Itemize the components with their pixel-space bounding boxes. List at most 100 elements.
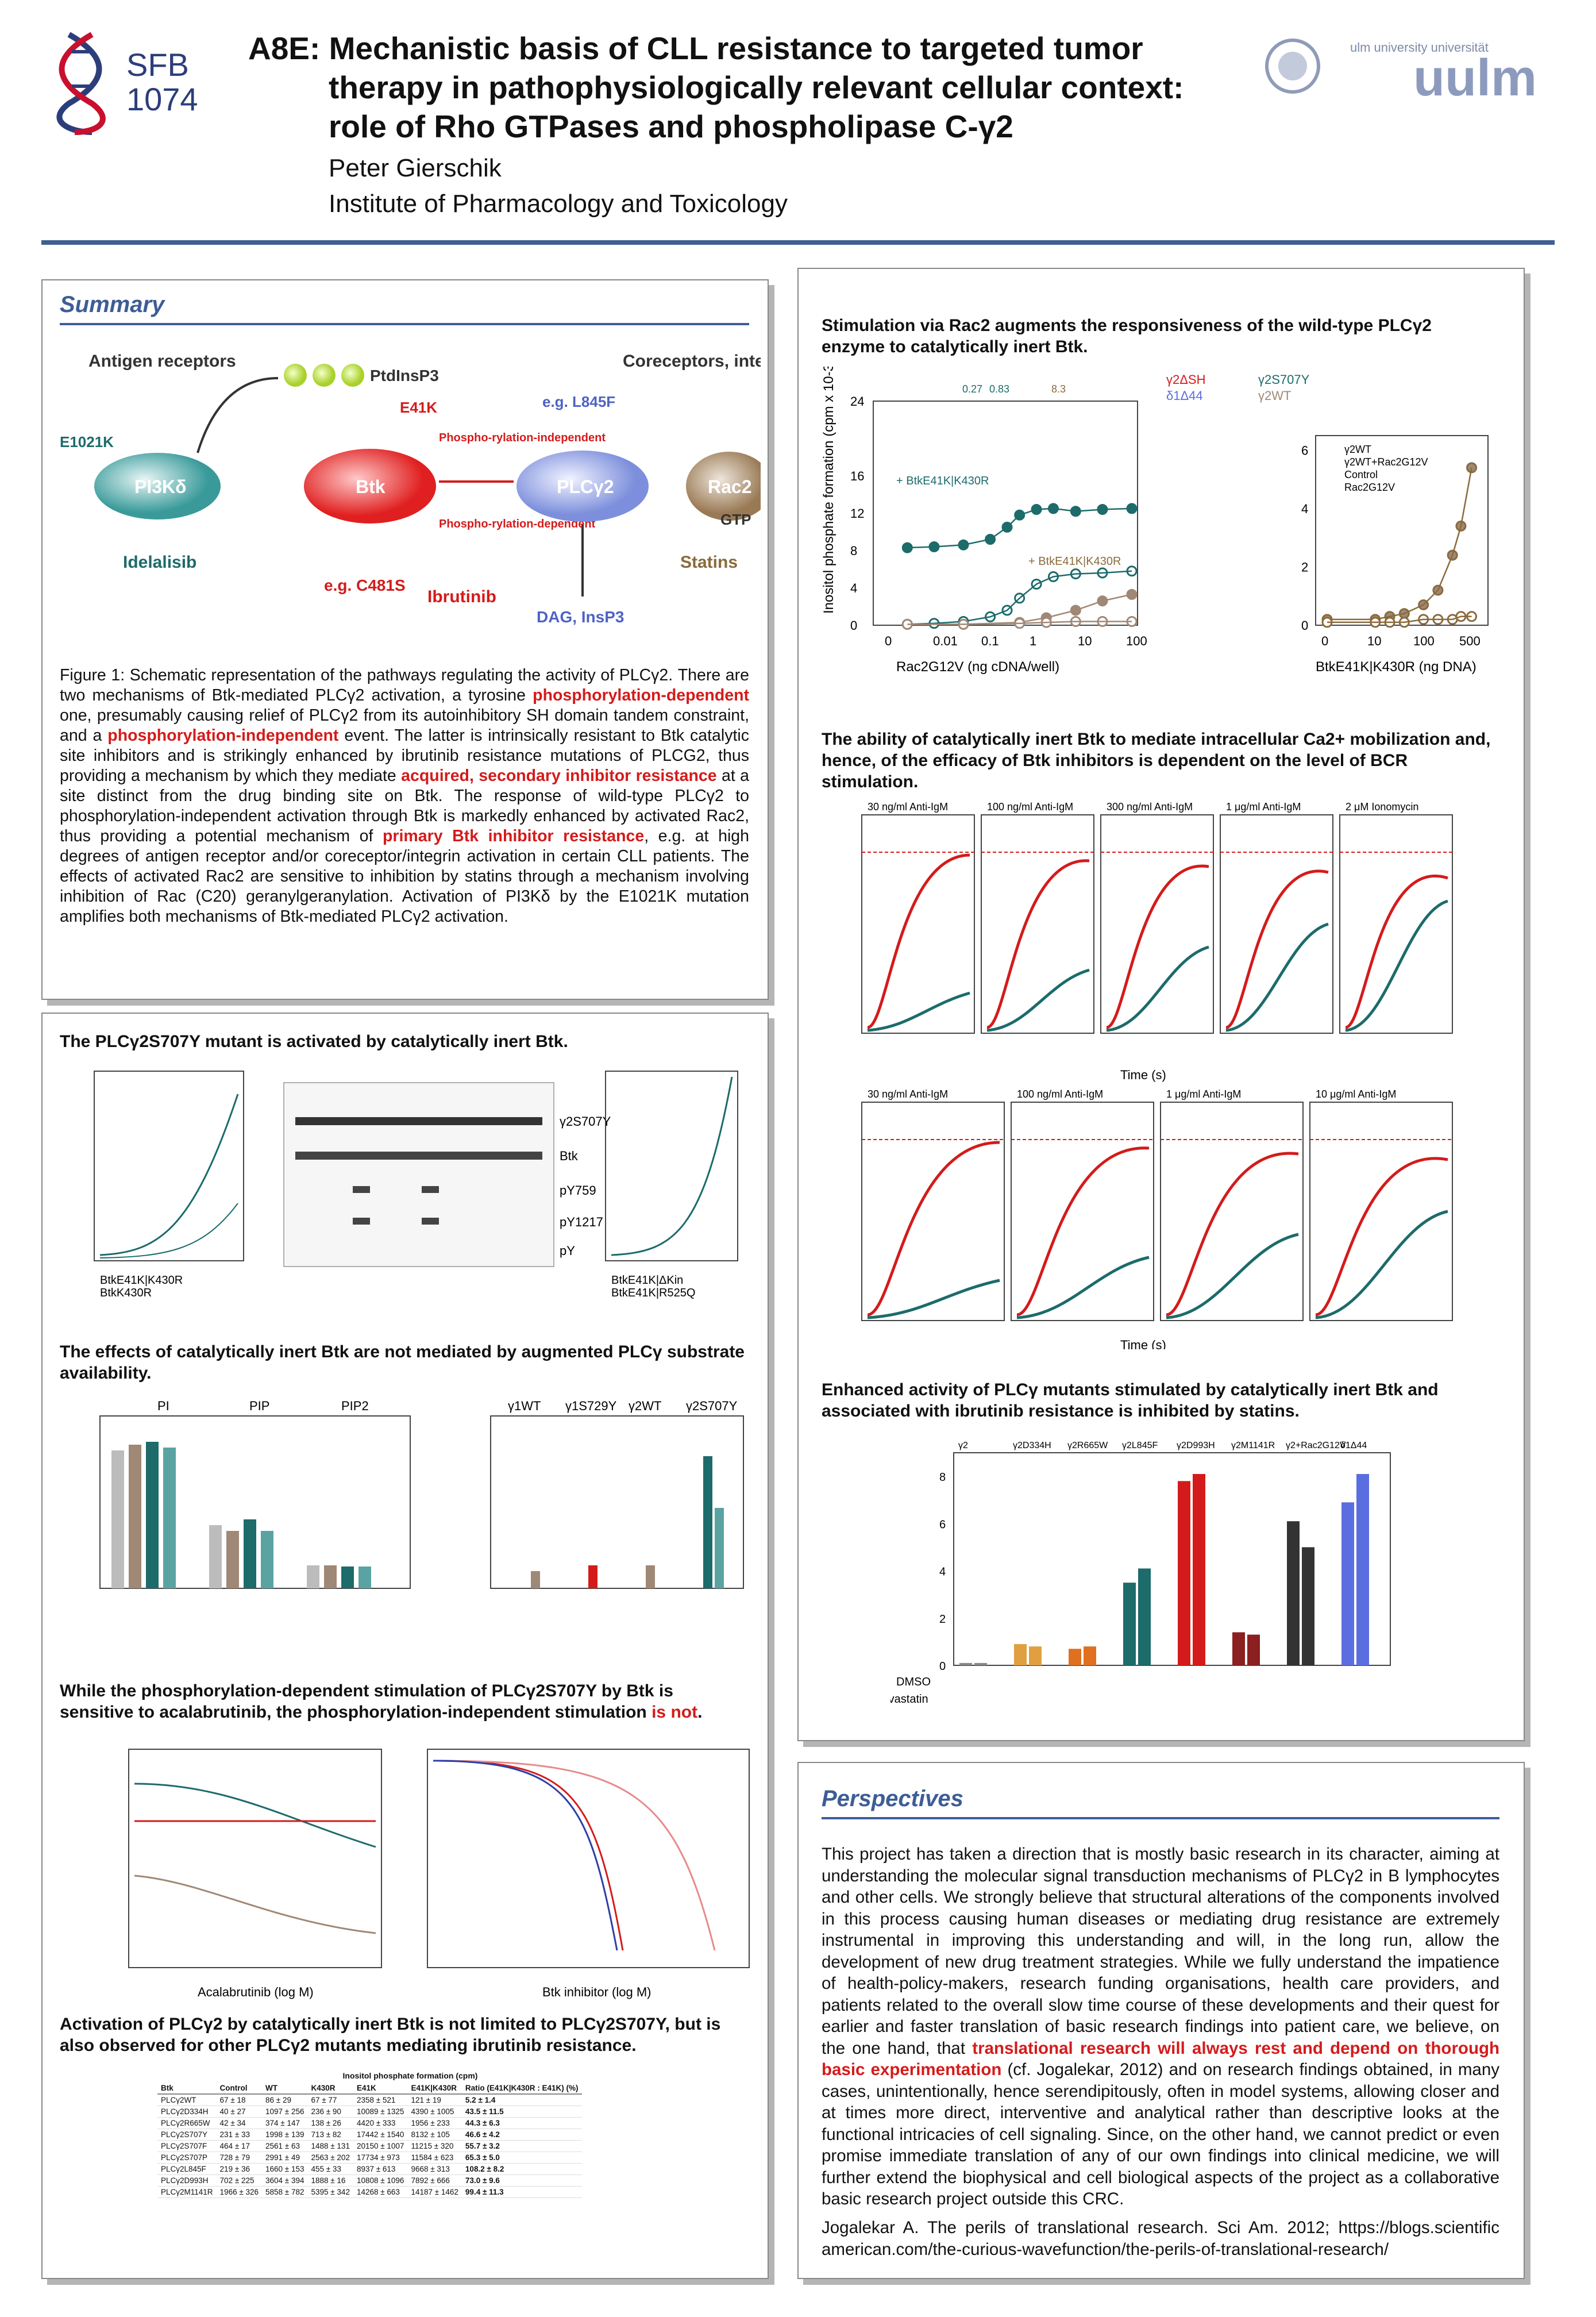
table-cell: PLCγ2D993H [157,2174,217,2187]
tick-label: 100 [1126,634,1147,648]
table-row: PLCγ2WT 67 ± 18 86 ± 29 67 ± 77 2358 ± 521 12… [157,2094,582,2106]
figure1-caption: Figure 1: Schematic representation of th… [60,665,749,927]
antigen-receptors-label: Antigen receptors [88,352,236,371]
gtp-label: GTP [720,511,751,528]
university-seal-icon [1265,39,1320,94]
table-cell: 464 ± 17 [216,2140,263,2152]
ptdins-ball-icon [341,364,364,387]
perspectives-highlight: translational research will always rest … [822,2038,1499,2080]
sfb-logo: SFB 1074 [46,23,218,138]
table-cell: PLCγ2R665W [157,2117,217,2129]
tick-label: 8 [939,1471,946,1484]
trace-k430r [1315,1210,1448,1319]
tick-label: 500 [1459,634,1481,648]
trace-wt [867,853,970,1029]
trace-frame [1309,1102,1453,1321]
plc-label: PLCγ2 [557,476,614,497]
summary-underline [60,323,749,325]
tick-label: 10 [1078,634,1092,648]
poster-title: A8E: Mechanistic basis of CLL resistance… [248,29,1225,146]
chart1-xlabel: Rac2G12V (ng cDNA/well) [896,659,1059,675]
ca-xlabel: Time (s) [1120,1338,1166,1349]
row-label: Atorvastatin [890,1693,928,1706]
panel-title: 1 μg/ml Anti-IgM [1226,801,1301,813]
title-line-2: therapy in pathophysiologically relevant… [329,70,1184,105]
group-label: γ1WT [508,1399,541,1413]
trace-frame [1100,814,1214,1034]
sfb-number: 1074 [126,81,198,117]
ulm-small-text: ulm university universität [1350,40,1489,55]
heading-s707y: The PLCγ2S707Y mutant is activated by ca… [60,1032,568,1051]
series-line [907,570,1132,625]
trace-k430r [1016,1256,1150,1319]
table-cell: 20150 ± 1007 [353,2140,408,2152]
acalabrutinib-figure: Acalabrutinib (log M) Btk inhibitor (log… [128,1749,750,1999]
title-line-1: A8E: Mechanistic basis of CLL resistance… [248,30,1143,66]
table-cell: 43.5 ± 11.5 [461,2106,582,2118]
table-body: PLCγ2WT 67 ± 18 86 ± 29 67 ± 77 2358 ± 521 12… [157,2094,582,2198]
tick-label: 100 [1413,634,1435,648]
c481s-label: e.g. C481S [324,576,406,594]
heading-ca-mobilization: The ability of catalytically inert Btk t… [822,730,1491,791]
blot-label: Btk [560,1149,579,1163]
table-cell: PLCγ2S707P [157,2152,217,2164]
table-cell: 121 ± 19 [407,2094,462,2106]
table-cell: 4390 ± 1005 [407,2106,462,2118]
table-cell: 108.2 ± 8.2 [461,2163,582,2175]
bar [1123,1583,1136,1665]
tick-label: 12 [850,506,864,521]
btk-label: Btk [356,476,385,497]
table-cell: 1966 ± 326 [216,2186,263,2198]
table-row: PLCγ2L845F 219 ± 36 1660 ± 153 455 ± 33 8937… [157,2163,582,2175]
statin-bar-chart: γ2 γ2D334H γ2R665W γ2L845F γ2D993H γ2M1141R γ2… [890,1441,1391,1706]
caption-text: , e.g. at high degrees of antigen recept… [60,827,749,926]
legend-label: BtkK430R [100,1287,152,1299]
table-cell: 17734 ± 973 [353,2152,408,2164]
reference: Jogalekar A. The perils of translational… [822,2218,1499,2259]
table-cell: 11215 ± 320 [407,2140,462,2152]
table-cell: 10808 ± 1096 [353,2174,408,2187]
table-cell: 728 ± 79 [216,2152,263,2164]
row-label: DMSO [896,1676,931,1688]
tick-label: 0.01 [933,634,958,648]
trace-k430r [867,991,970,1032]
panel-title: 100 ng/ml Anti-IgM [1017,1088,1103,1100]
group-label: γ2 [958,1441,968,1450]
heading-substrate: The effects of catalytically inert Btk a… [60,1342,745,1383]
table-cell: 1888 ± 16 [307,2174,353,2187]
pi3k-node [94,453,221,519]
trace-k430r [1166,1233,1299,1319]
caption-text: at a site distinct from the drug binding… [60,767,750,845]
table-cell: PLCγ2D334H [157,2106,217,2118]
group-label: γ2WT [629,1399,661,1413]
table-cell: 14268 ± 663 [353,2186,408,2198]
phospho-independent-label: Phospho-rylation-independent [439,432,606,444]
legend-label: δ1Δ44 [1166,388,1203,403]
table-cell: PLCγ2WT [157,2094,217,2106]
panel-title: 1 μg/ml Anti-IgM [1166,1088,1241,1100]
legend-label: γ2ΔSH [1166,372,1206,387]
heading-acalabrutinib: While the phosphorylation-dependent stim… [60,1680,749,1723]
trace-wt [1016,1146,1150,1317]
table-cell: 67 ± 77 [307,2094,353,2106]
tick-label: 4 [1301,502,1308,516]
table-cell: 4420 ± 333 [353,2117,408,2129]
tick-label: 0 [885,634,892,648]
tick-label: 2 [1301,560,1308,574]
trace-wt [1166,1152,1299,1317]
table-cell: 55.7 ± 3.2 [461,2140,582,2152]
legend-label: BtkE41K|K430R [100,1274,183,1287]
table-cell: 1488 ± 131 [307,2140,353,2152]
group-label: γ1S729Y [565,1399,617,1413]
table-cell: 2563 ± 202 [307,2152,353,2164]
table-row: PLCγ2S707F 464 ± 17 2561 ± 63 1488 ± 131 201… [157,2140,582,2152]
pi3k-label: PI3Kδ [134,476,187,497]
sfb-name: SFB [126,47,189,83]
table-header-row: Btk Control WT K430R E41K E41K|K430R Rat… [157,2083,582,2095]
trace-k430r [1106,945,1209,1032]
btk-node [304,449,436,524]
trace-k430r [867,1279,1000,1319]
bar [1178,1481,1190,1665]
legend-label: BtkE41K|R525Q [611,1287,695,1299]
table-row: PLCγ2M1141R 1966 ± 326 5858 ± 782 5395 ± 34… [157,2186,582,2198]
